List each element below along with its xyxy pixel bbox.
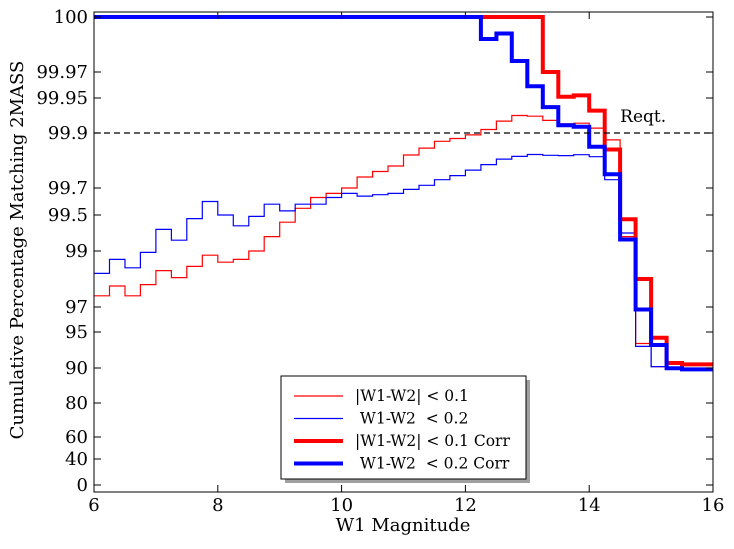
- series-layer: [94, 15, 713, 372]
- y-tick-label-10: 99.9: [48, 123, 88, 144]
- y-tick-label-3: 80: [65, 393, 88, 414]
- x-axis-label: W1 Magnitude: [336, 515, 471, 536]
- x-tick-label-3: 12: [454, 495, 477, 516]
- x-tick-label-4: 14: [578, 495, 601, 516]
- y-tick-label-12: 99.97: [36, 62, 88, 83]
- y-tick-label-4: 90: [65, 358, 88, 379]
- legend-label-3: W1-W2 < 0.2 Corr: [355, 455, 510, 473]
- legend-label-0: |W1-W2| < 0.1: [355, 387, 469, 405]
- y-tick-label-8: 99.5: [48, 205, 88, 226]
- x-tick-label-2: 10: [330, 495, 353, 516]
- series-line-3: [94, 15, 713, 372]
- legend-label-2: |W1-W2| < 0.1 Corr: [355, 432, 510, 450]
- legend-label-1: W1-W2 < 0.2: [355, 410, 468, 428]
- y-tick-label-1: 40: [65, 449, 88, 470]
- y-tick-label-9: 99.7: [48, 178, 88, 199]
- y-tick-label-11: 99.95: [36, 88, 88, 109]
- x-tick-label-0: 6: [88, 495, 99, 516]
- requirement-layer: Reqt.: [94, 107, 713, 134]
- y-tick-label-6: 97: [65, 297, 88, 318]
- legend: |W1-W2| < 0.1 W1-W2 < 0.2 |W1-W2| < 0.1 C…: [280, 375, 530, 483]
- y-tick-label-2: 60: [65, 427, 88, 448]
- y-tick-label-0: 0: [77, 475, 88, 496]
- requirement-label: Reqt.: [620, 107, 666, 127]
- x-tick-label-1: 8: [212, 495, 223, 516]
- y-tick-label-7: 99: [65, 241, 88, 262]
- plot-frame: [93, 11, 714, 493]
- x-tick-label-5: 16: [702, 495, 725, 516]
- y-tick-label-5: 95: [65, 322, 88, 343]
- y-tick-label-13: 100: [54, 7, 88, 28]
- y-axis-label: Cumulative Percentage Matching 2MASS: [7, 61, 28, 440]
